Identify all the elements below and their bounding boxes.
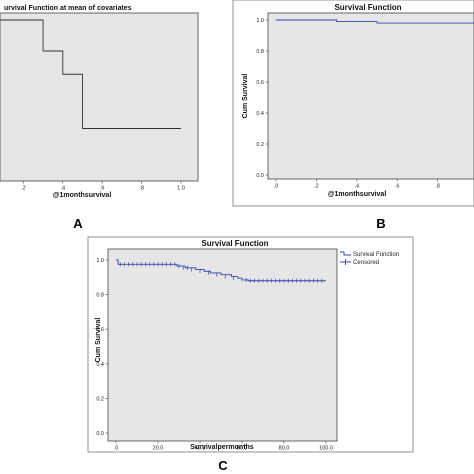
legend-censored-label: Censored	[353, 260, 379, 266]
panel-c-x-tick-label: 60.0	[237, 446, 248, 452]
panel-b-letter: B	[376, 216, 385, 231]
panel-b-y-tick-label: 0.8	[256, 49, 264, 55]
panel-b-survival-step-line	[276, 19, 474, 24]
panel-a-x-tick-label: .4	[61, 186, 66, 192]
panel-b-y-tick-label: 0.2	[256, 142, 264, 148]
panel-a-x-tick-label: .2	[21, 186, 26, 192]
panel-b-y-tick-label: 1.0	[256, 18, 264, 24]
panel-c-y-tick-label: 0.8	[96, 293, 104, 299]
panel-b-x-tick-label: .6	[395, 184, 400, 190]
panel-c-y-ticks: 0.0 0.2 0.4 0.6 0.8 1.0	[96, 258, 108, 437]
legend-censored-swatch	[340, 259, 351, 265]
panel-c-title: Survival Function	[201, 239, 268, 248]
panel-b-series	[276, 19, 474, 24]
panel-c-x-label: Survivalpermonths	[190, 444, 254, 451]
panel-a-x-label: @1monthsurvival	[53, 192, 112, 199]
panel-c-y-tick-label: 0.2	[96, 396, 104, 402]
panel-c-plot-area	[107, 248, 338, 442]
panel-b-x-label: @1monthsurvival	[328, 191, 387, 198]
panel-b-x-tick-label: .0	[274, 184, 279, 190]
panel-a-series	[0, 19, 181, 129]
panel-a-x-tick-label: 1.0	[177, 186, 185, 192]
legend-survival-function-label: Survival Function	[353, 252, 399, 258]
panel-c-x-tick-label: 80.0	[279, 446, 290, 452]
legend-survival-function-swatch	[340, 251, 351, 256]
panel-b-y-tick-label: 0.6	[256, 80, 264, 86]
panel-c-y-tick-label: 0.4	[96, 362, 104, 368]
panel-b-x-tick-label: .8	[435, 184, 440, 190]
panel-b-x-tick-label: .4	[355, 184, 360, 190]
panel-c-x-tick-label: .0	[114, 446, 119, 452]
panel-b-y-tick-label: 0.4	[256, 111, 264, 117]
panel-a-plot-area	[0, 12, 199, 182]
panel-c-y-tick-label: 0.6	[96, 327, 104, 333]
panel-a: urvival Function at mean of covariates .…	[0, 0, 228, 231]
panel-c-y-label: Cum Survival	[95, 318, 102, 363]
panel-a-x-ticks: .2 .4 .6 .8 1.0	[21, 181, 185, 192]
panel-b-x-tick-label: .2	[314, 184, 319, 190]
panel-a-title: urvival Function at mean of covariates	[4, 5, 132, 12]
panel-c-x-ticks: .0 20.0 40.0 60.0 80.0 100.0	[114, 441, 333, 452]
panel-b-y-ticks: 0.0 0.2 0.4 0.6 0.8 1.0	[256, 18, 268, 179]
panel-c-survival-step-line	[116, 259, 326, 282]
panel-b-y-label: Cum Survival	[242, 74, 249, 119]
panel-a-letter: A	[73, 216, 83, 231]
panel-c-legend: Survival Function Censored	[340, 251, 399, 266]
panel-c-x-tick-label: 40.0	[195, 446, 206, 452]
panel-c-x-tick-label: 20.0	[153, 446, 164, 452]
panel-b-title: Survival Function	[334, 3, 401, 12]
panel-b-x-ticks: .0 .2 .4 .6 .8	[274, 179, 440, 190]
panel-c-x-tick-label: 100.0	[319, 446, 333, 452]
panel-b-plot-area	[267, 12, 474, 180]
panel-b-y-tick-label: 0.0	[256, 173, 264, 179]
panel-a-x-tick-label: .8	[139, 186, 144, 192]
panel-c: Survival Function Cum Survival 0.0 0.2 0.4…	[87, 236, 414, 473]
panel-c-letter: C	[218, 458, 228, 473]
panel-a-survival-step-line	[0, 19, 181, 129]
panel-b: Survival Function Cum Survival 0.0 0.2 0.4…	[232, 0, 474, 231]
panel-a-x-tick-label: .6	[100, 186, 105, 192]
panel-c-series	[116, 259, 326, 283]
panel-c-y-tick-label: 0.0	[96, 431, 104, 437]
panel-c-y-tick-label: 1.0	[96, 258, 104, 264]
